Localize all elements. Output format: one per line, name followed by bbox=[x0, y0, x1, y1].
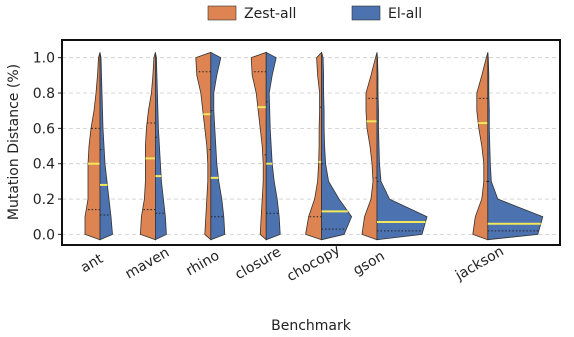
x-tick-label: maven bbox=[123, 245, 173, 283]
violin-half bbox=[376, 52, 428, 241]
x-tick-label: closure bbox=[232, 244, 284, 283]
violin-half bbox=[139, 52, 156, 241]
y-tick-label: 1.0 bbox=[33, 51, 55, 67]
x-tick-label: gson bbox=[350, 248, 387, 279]
violin-half bbox=[84, 52, 101, 241]
violin-half bbox=[210, 51, 226, 241]
y-tick-label: 0.2 bbox=[33, 192, 55, 208]
x-tick-label: ant bbox=[78, 251, 106, 277]
violin-half bbox=[265, 51, 281, 241]
violin-half bbox=[250, 51, 267, 241]
violin-half bbox=[472, 52, 489, 241]
y-tick-label: 0.6 bbox=[33, 121, 55, 137]
x-tick-label: chocopy bbox=[284, 242, 343, 285]
legend-label: Zest-all bbox=[244, 6, 296, 22]
legend-swatch bbox=[351, 5, 381, 21]
legend-swatch bbox=[207, 5, 237, 21]
violin-half bbox=[155, 52, 167, 241]
y-tick-label: 0.0 bbox=[33, 227, 55, 243]
violin-half bbox=[321, 52, 353, 241]
x-tick-label: jackson bbox=[452, 243, 507, 284]
x-tick-label: rhino bbox=[183, 248, 222, 280]
violin-half bbox=[361, 52, 378, 241]
violin-half bbox=[487, 52, 544, 241]
x-axis-label: Benchmark bbox=[271, 318, 352, 334]
y-tick-label: 0.4 bbox=[33, 157, 55, 173]
violin-half bbox=[99, 52, 113, 241]
y-tick-label: 0.8 bbox=[33, 86, 55, 102]
violin-half bbox=[305, 51, 322, 241]
legend-label: El-all bbox=[388, 6, 422, 22]
plot-frame bbox=[61, 39, 561, 246]
y-axis-label: Mutation Distance (%) bbox=[6, 64, 22, 220]
violin-half bbox=[195, 51, 212, 241]
